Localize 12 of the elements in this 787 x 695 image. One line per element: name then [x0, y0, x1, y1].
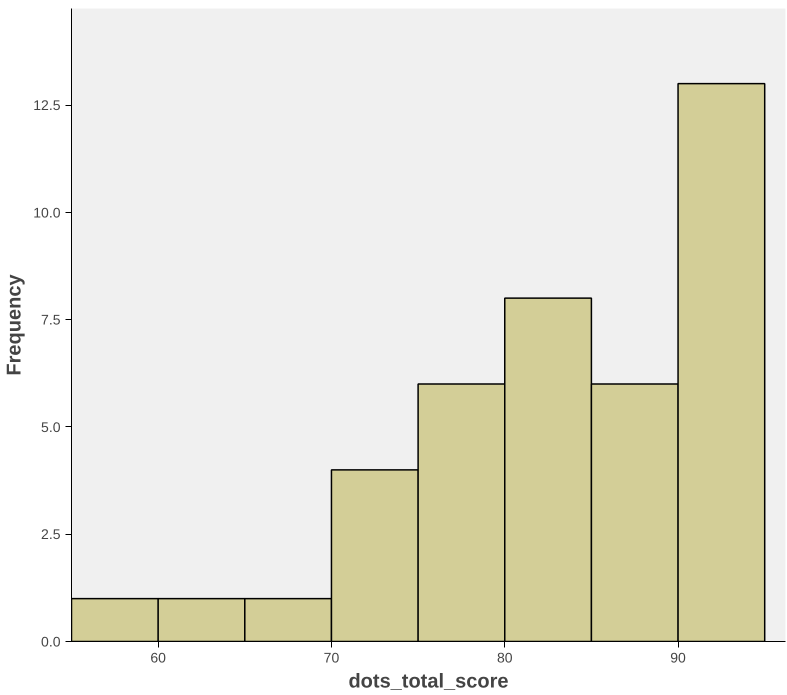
y-tick-label: 5.0	[41, 418, 61, 435]
y-tick-label: 7.5	[41, 312, 61, 328]
y-tick-label: 2.5	[41, 526, 61, 542]
x-tick-label: 70	[324, 650, 340, 666]
x-tick-label: 90	[670, 650, 686, 666]
x-tick-label: 80	[496, 650, 513, 666]
x-axis-title: dots_total_score	[348, 670, 509, 692]
y-tick-label: 12.5	[33, 97, 61, 114]
y-tick-label: 0.0	[41, 634, 61, 650]
y-axis-title: Frequency	[3, 274, 26, 376]
y-tick-label: 10.0	[33, 204, 61, 220]
x-tick-label: 60	[150, 650, 166, 666]
